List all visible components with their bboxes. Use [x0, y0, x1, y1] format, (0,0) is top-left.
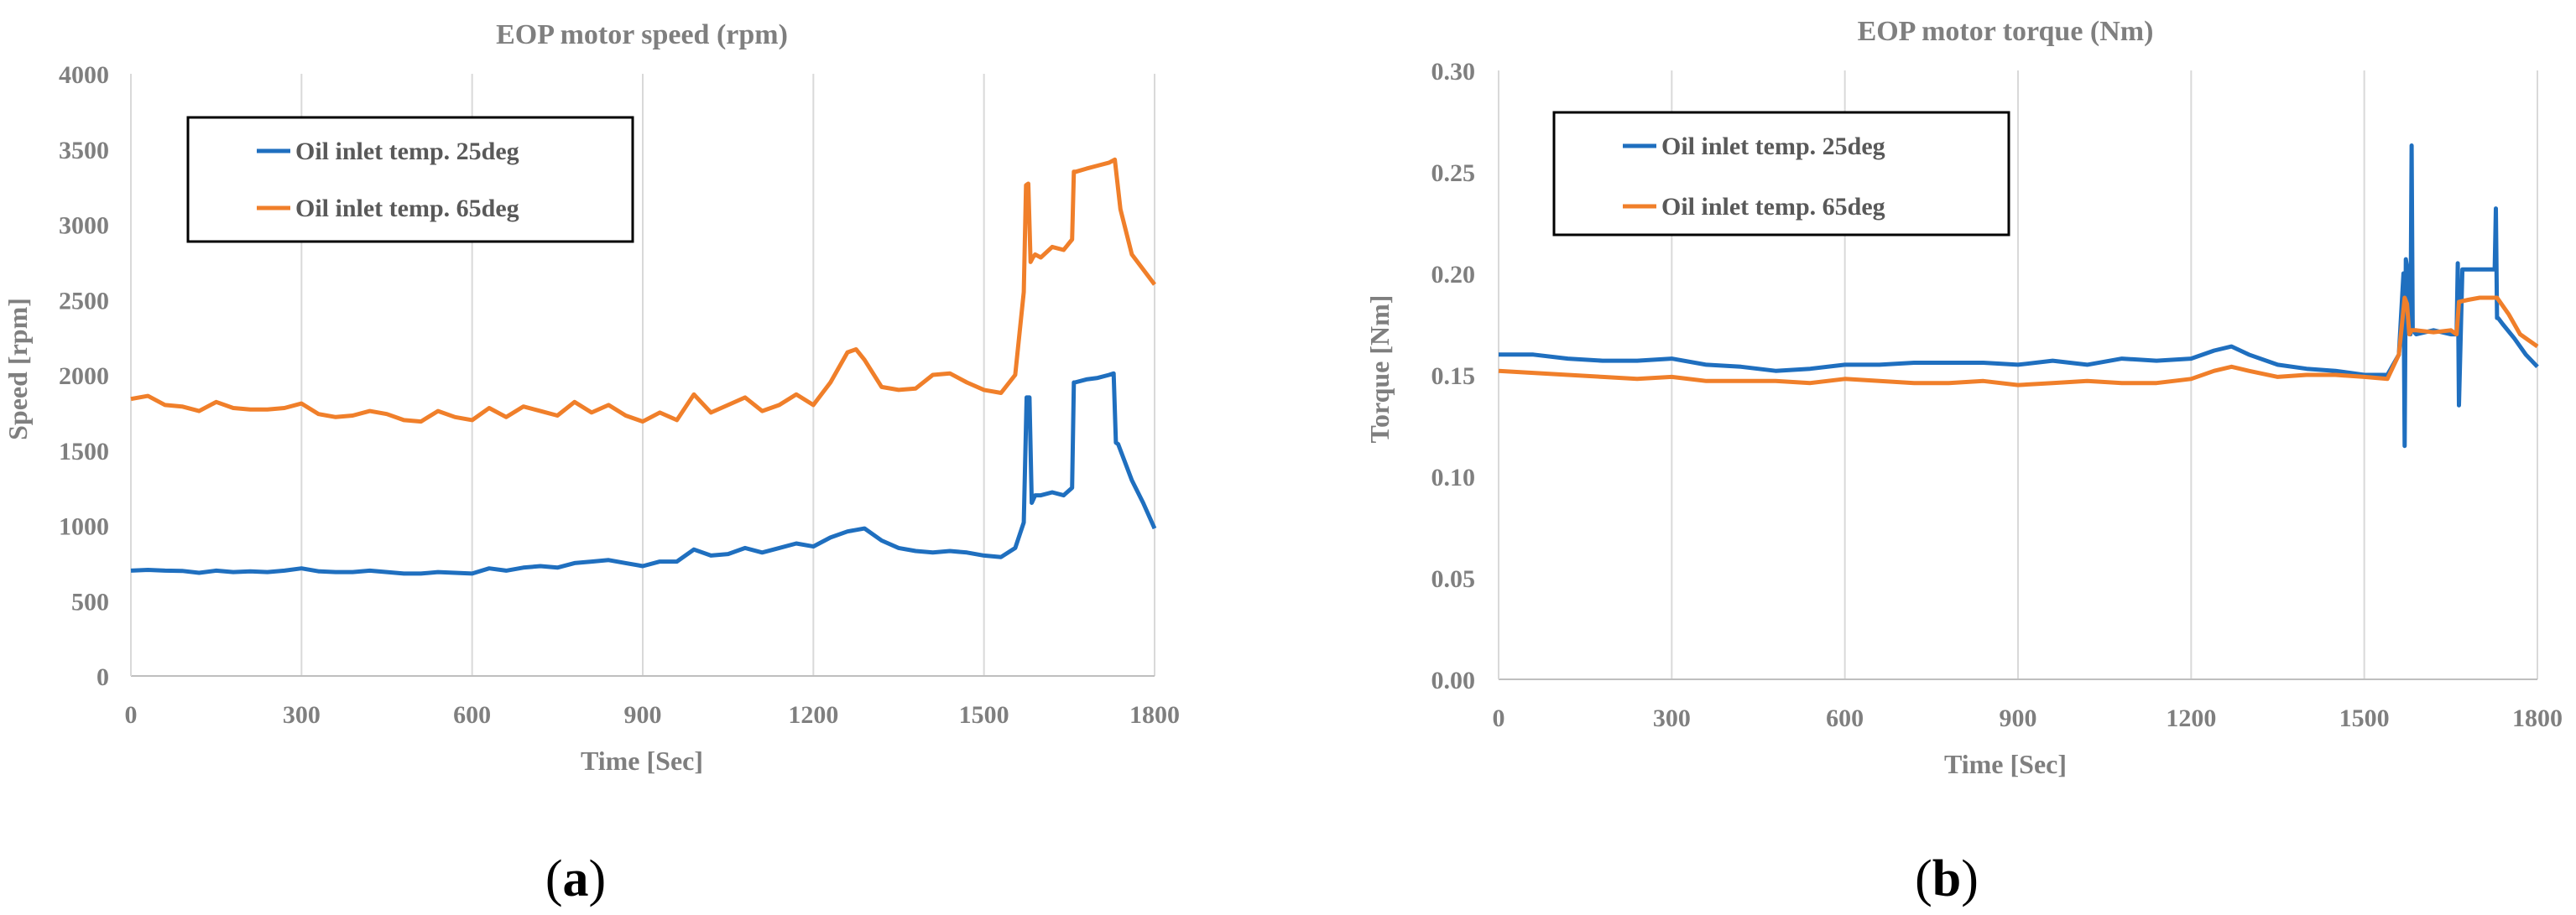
chart-speed: EOP motor speed (rpm) Speed [rpm] Time […	[3, 19, 1180, 907]
y-tick-label: 0.20	[1431, 261, 1476, 289]
x-tick-label: 300	[283, 701, 321, 729]
x-tick-label: 1500	[959, 701, 1009, 729]
y-tick-label: 0.15	[1431, 362, 1476, 390]
x-tick-label: 900	[2000, 704, 2037, 732]
x-axis-label: Time [Sec]	[1944, 749, 2067, 779]
legend-box	[186, 116, 634, 243]
y-tick-label: 2500	[59, 287, 109, 315]
series-line-65deg	[130, 157, 1156, 424]
x-tick-labels: 0 300 600 900 1200 1500 1800	[125, 701, 1181, 729]
y-axis-label: Speed [rpm]	[3, 298, 33, 440]
legend-box	[1552, 111, 2010, 237]
x-tick-label: 1500	[2339, 704, 2390, 732]
y-tick-labels: 0.00 0.05 0.10 0.15 0.20 0.25 0.30	[1431, 58, 1476, 694]
x-tick-label: 1200	[2166, 704, 2216, 732]
sublabel-letter: b	[1932, 850, 1961, 907]
x-tick-label: 1800	[2512, 704, 2563, 732]
sublabel-paren-open: (	[545, 850, 563, 907]
y-tick-label: 500	[71, 588, 109, 616]
x-tick-label: 600	[453, 701, 491, 729]
subfigure-label-a: (a)	[545, 850, 606, 907]
series-lines	[1498, 143, 2539, 449]
y-tick-label: 3500	[59, 137, 109, 164]
chart-title: EOP motor speed (rpm)	[496, 19, 788, 50]
legend-entry-65deg: Oil inlet temp. 65deg	[1661, 193, 1885, 221]
y-axis-label: Torque [Nm]	[1364, 295, 1395, 444]
series-line-25deg	[130, 371, 1157, 576]
legend: Oil inlet temp. 25deg Oil inlet temp. 65…	[1552, 111, 2010, 237]
sublabel-paren-close: )	[1961, 850, 1979, 907]
y-tick-label: 0	[96, 663, 109, 691]
series-line-25deg	[1499, 143, 2539, 449]
axes	[1498, 70, 2537, 680]
x-tick-label: 1800	[1129, 701, 1180, 729]
legend-entry-25deg: Oil inlet temp. 25deg	[1661, 133, 1885, 160]
subfigure-label-b: (b)	[1915, 850, 1979, 907]
y-tick-label: 1500	[59, 438, 109, 465]
sublabel-paren-close: )	[589, 850, 607, 907]
legend: Oil inlet temp. 25deg Oil inlet temp. 65…	[186, 116, 634, 243]
x-tick-label: 0	[1493, 704, 1505, 732]
sublabel-paren-open: (	[1915, 850, 1932, 907]
x-tick-labels: 0 300 600 900 1200 1500 1800	[1493, 704, 2563, 732]
y-tick-label: 0.05	[1431, 565, 1476, 593]
x-axis-label: Time [Sec]	[581, 746, 703, 776]
y-tick-label: 0.00	[1431, 667, 1476, 694]
y-tick-label: 3000	[59, 212, 109, 240]
x-tick-label: 0	[125, 701, 138, 729]
y-tick-label: 2000	[59, 362, 109, 390]
x-tick-label: 1200	[788, 701, 838, 729]
x-tick-label: 300	[1653, 704, 1691, 732]
legend-entry-25deg: Oil inlet temp. 25deg	[295, 138, 519, 165]
y-tick-label: 0.10	[1431, 464, 1476, 491]
chart-torque: EOP motor torque (Nm) Torque [Nm] Time […	[1364, 16, 2563, 907]
sublabel-letter: a	[563, 850, 589, 907]
x-tick-label: 600	[1826, 704, 1864, 732]
y-tick-labels: 0 500 1000 1500 2000 2500 3000 3500 4000	[59, 61, 109, 691]
y-tick-label: 0.25	[1431, 159, 1476, 187]
chart-title: EOP motor torque (Nm)	[1858, 16, 2154, 47]
series-line-65deg	[1498, 295, 2539, 387]
y-tick-label: 0.30	[1431, 58, 1476, 86]
y-tick-label: 4000	[59, 61, 109, 89]
y-tick-label: 1000	[59, 513, 109, 541]
axes	[130, 74, 1155, 677]
series-lines	[130, 157, 1157, 576]
x-tick-label: 900	[624, 701, 662, 729]
legend-entry-65deg: Oil inlet temp. 65deg	[295, 195, 519, 222]
